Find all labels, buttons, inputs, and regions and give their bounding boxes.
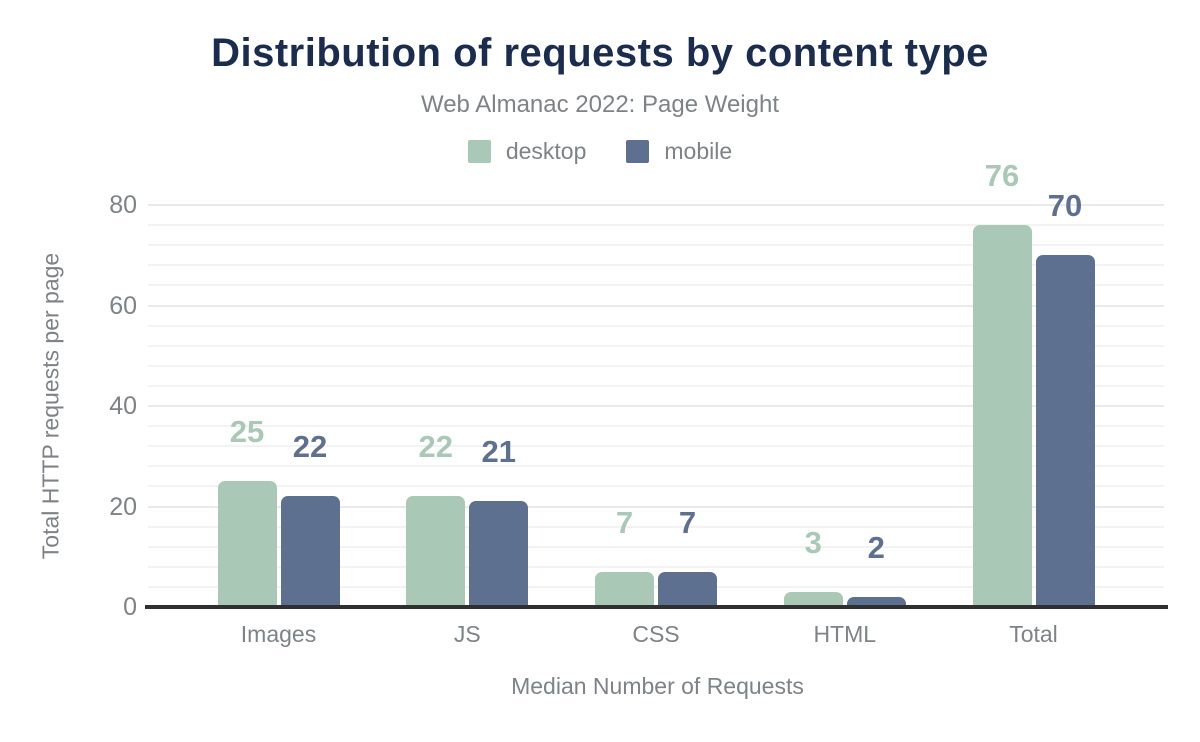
gridline-8 [148, 565, 1164, 568]
legend-swatch-desktop [467, 140, 491, 163]
x-axis-title: Median Number of Requests [511, 673, 804, 699]
chart-title: Distribution of requests by content type [211, 31, 989, 75]
bar-desktop-html[interactable] [783, 591, 843, 607]
y-tick-40: 40 [109, 392, 137, 420]
gridline-4 [148, 585, 1164, 588]
value-label-mobile-images: 22 [292, 429, 328, 465]
gridline-80 [148, 204, 1164, 206]
value-label-mobile-js: 21 [481, 434, 516, 470]
category-label-images: Images [240, 621, 317, 647]
legend-label-desktop: desktop [505, 138, 587, 164]
value-label-desktop-html: 3 [804, 524, 822, 560]
value-label-desktop-total: 76 [984, 158, 1020, 194]
gridline-24 [148, 485, 1164, 488]
value-label-desktop-js: 22 [418, 429, 453, 465]
bar-desktop-js[interactable] [406, 496, 466, 607]
value-label-mobile-html: 2 [867, 529, 885, 565]
gridline-64 [148, 284, 1164, 287]
category-label-css: CSS [632, 621, 680, 647]
bar-mobile-images[interactable] [280, 496, 340, 607]
legend-item-mobile[interactable]: mobile [626, 140, 732, 163]
category-label-html: HTML [813, 621, 877, 647]
value-label-mobile-total: 70 [1047, 188, 1083, 224]
chart-subtitle: Web Almanac 2022: Page Weight [420, 91, 779, 118]
gridline-56 [148, 324, 1164, 327]
gridline-28 [148, 465, 1164, 468]
y-tick-20: 20 [109, 492, 137, 521]
y-tick-80: 80 [109, 191, 137, 219]
gridline-20 [148, 505, 1164, 508]
bar-desktop-total[interactable] [972, 225, 1032, 607]
legend-label-mobile: mobile [664, 138, 733, 164]
value-label-desktop-images: 25 [229, 414, 265, 450]
value-label-desktop-css: 7 [615, 504, 634, 540]
legend-swatch-mobile [626, 140, 650, 163]
gridline-44 [148, 384, 1164, 387]
gridline-16 [148, 525, 1164, 528]
gridline-48 [148, 364, 1164, 367]
gridline-60 [148, 304, 1164, 307]
gridline-36 [148, 425, 1164, 428]
legend-item-desktop[interactable]: desktop [467, 138, 587, 164]
y-tick-60: 60 [109, 291, 137, 320]
legend: desktop mobile [0, 140, 1200, 163]
gridline-68 [148, 264, 1164, 267]
value-label-mobile-css: 7 [678, 504, 697, 540]
gridline-12 [148, 545, 1164, 548]
y-tick-0: 0 [123, 593, 137, 621]
gridline-72 [148, 244, 1164, 247]
bar-mobile-html[interactable] [846, 596, 906, 607]
category-label-js: JS [453, 621, 481, 647]
bar-mobile-total[interactable] [1035, 255, 1095, 607]
y-axis-title: Total HTTP requests per page [37, 252, 64, 560]
gridline-52 [148, 344, 1164, 347]
gridline-32 [148, 445, 1164, 448]
bar-desktop-images[interactable] [217, 481, 277, 607]
bar-mobile-js[interactable] [469, 501, 529, 607]
x-axis-line [145, 605, 1168, 609]
gridline-40 [148, 405, 1164, 407]
bar-mobile-css[interactable] [658, 571, 717, 607]
category-label-total: Total [1009, 621, 1058, 647]
bar-desktop-css[interactable] [595, 571, 654, 607]
gridline-76 [148, 224, 1164, 227]
